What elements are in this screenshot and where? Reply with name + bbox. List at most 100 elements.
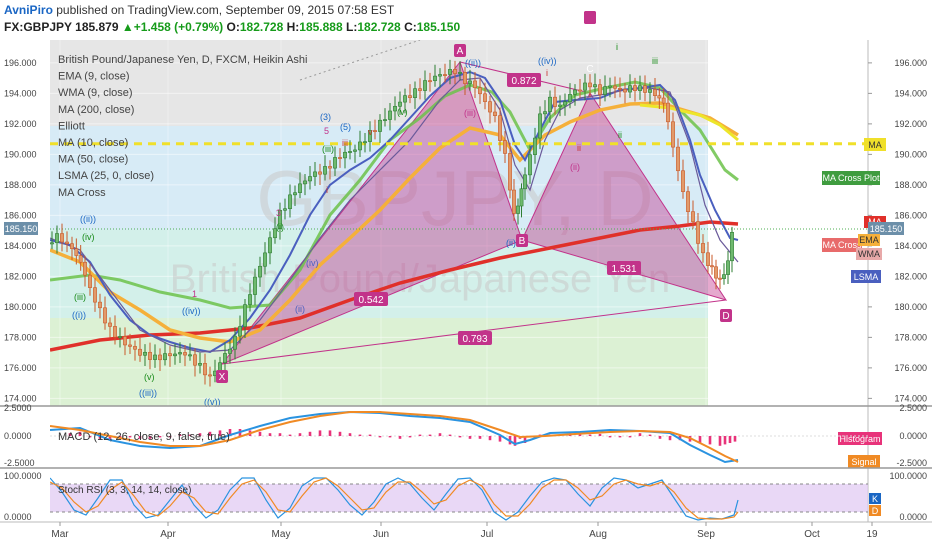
histogram-bar (78, 431, 82, 436)
ratio-0793: 0.793 (462, 334, 487, 345)
candle-body (568, 94, 572, 103)
y-tick-label: 186.000 (894, 210, 927, 220)
candle-body (653, 89, 657, 96)
stoch-rsi-label: Stoch RSI (3, 3, 14, 14, close) (58, 485, 191, 496)
candle-body (50, 242, 54, 245)
point-b-label: B (519, 236, 526, 247)
symbol-name[interactable]: FX:GBPJPY (4, 20, 72, 34)
legend-item[interactable]: EMA (9, close) (58, 71, 130, 83)
lsma-line (50, 80, 739, 310)
y-tick-label-left: 180.000 (4, 302, 37, 312)
histogram-bar (168, 436, 172, 438)
legend-item[interactable]: MA (200, close) (58, 104, 134, 116)
low-label: L: (346, 20, 358, 34)
candle-body (686, 191, 690, 212)
legend-item[interactable]: WMA (9, close) (58, 87, 133, 99)
close-value: 185.150 (416, 20, 461, 34)
legend-item[interactable]: Elliott (58, 120, 85, 132)
macd-tick-label: -2.5000 (896, 458, 927, 468)
candle-body (638, 85, 642, 91)
stoch-rsi-pane[interactable]: Stoch RSI (3, 3, 14, 14, close) 100.0000… (4, 471, 927, 522)
histogram-bar (98, 436, 102, 439)
histogram-bar (218, 430, 222, 436)
candle-body (273, 228, 277, 239)
candle-body (258, 265, 262, 278)
legend-item[interactable]: British Pound/Japanese Yen, D, FXCM, Hei… (58, 54, 307, 66)
histogram-bar (308, 431, 312, 436)
candle-body (516, 205, 520, 214)
candle-body (633, 85, 637, 91)
candle-body (163, 353, 167, 361)
macd-pane[interactable]: MACD (12, 26, close, 9, false, true) 2.5… (4, 403, 927, 468)
elliott-label: (iv) (82, 232, 95, 242)
candle-body (198, 363, 202, 366)
histogram-bar (148, 436, 152, 439)
rsi-tick-label: 100.0000 (889, 471, 927, 481)
y-tick-label: 176.000 (894, 363, 927, 373)
y-tick-label: 190.000 (894, 149, 927, 159)
histogram-bar (378, 436, 382, 438)
histogram-bar (648, 434, 652, 436)
rsi-tick-label: 0.0000 (899, 512, 927, 522)
candle-body (293, 192, 297, 196)
candle-body (158, 354, 162, 361)
candle-body (378, 119, 382, 132)
y-tick-label-left: 186.000 (4, 210, 37, 220)
histogram-bar (628, 436, 632, 438)
candle-body (263, 252, 267, 267)
macd-tick-label-left: -2.5000 (4, 458, 35, 468)
candle-body (498, 115, 502, 141)
candle-body (671, 121, 675, 148)
candle-body (70, 243, 74, 250)
elliott-label: i (326, 185, 328, 195)
author-name[interactable]: AvniPiro (4, 3, 53, 17)
candle-body (253, 276, 257, 295)
candle-body (438, 74, 442, 77)
candle-body (338, 157, 342, 159)
elliott-label: ((ii)) (465, 58, 481, 68)
candle-body (65, 241, 69, 244)
chart-header: AvniPiro published on TradingView.com, S… (0, 0, 932, 36)
candles[interactable] (50, 59, 734, 387)
last-price: 185.879 (75, 20, 119, 34)
candle-body (238, 326, 242, 337)
elliott-label: ((ii)) (80, 214, 96, 224)
point-c-label: C (586, 64, 593, 75)
indicator-legend[interactable]: British Pound/Japanese Yen, D, FXCM, Hei… (58, 54, 307, 199)
elliott-label: 3 (276, 208, 281, 218)
candle-body (519, 188, 524, 207)
macd-tick-label: 2.5000 (899, 403, 927, 413)
candle-body (78, 255, 83, 263)
legend-item[interactable]: LSMA (25, 0, close) (58, 170, 154, 182)
histogram-bar (288, 434, 292, 436)
candle-body (123, 336, 127, 346)
legend-item[interactable]: MA (10, close) (58, 137, 128, 149)
candle-body (148, 351, 152, 360)
rsi-tick-label-left: 0.0000 (4, 512, 32, 522)
histogram-bar (668, 436, 672, 441)
candle-body (393, 105, 397, 112)
candle-body (696, 221, 700, 244)
candle-body (74, 248, 79, 256)
candle-body (173, 353, 177, 357)
candle-body (153, 354, 157, 360)
candle-body (726, 260, 730, 275)
histogram-bar (268, 433, 272, 436)
ema-tag: EMA (859, 235, 879, 245)
macd-signal (50, 411, 739, 463)
x-tick-label: Jun (373, 529, 389, 540)
legend-item[interactable]: MA (50, close) (58, 154, 128, 166)
trend-dotted-line[interactable] (299, 40, 421, 81)
histogram-bar (523, 436, 527, 443)
candle-body (628, 85, 632, 93)
histogram-bar (638, 433, 642, 436)
point-d-label: D (722, 311, 729, 322)
price-axis[interactable]: 196.000 196.000 194.000 194.000 192.000 192.0… (4, 58, 927, 404)
legend-item[interactable]: MA Cross (58, 187, 106, 199)
y-tick-label: 194.000 (894, 88, 927, 98)
low-value: 182.728 (357, 20, 401, 34)
time-axis[interactable]: Mar Apr May Jun Jul Aug Sep Oct 19 (51, 522, 878, 540)
ma200-line (50, 220, 739, 352)
y-tick-label: 180.000 (894, 302, 927, 312)
